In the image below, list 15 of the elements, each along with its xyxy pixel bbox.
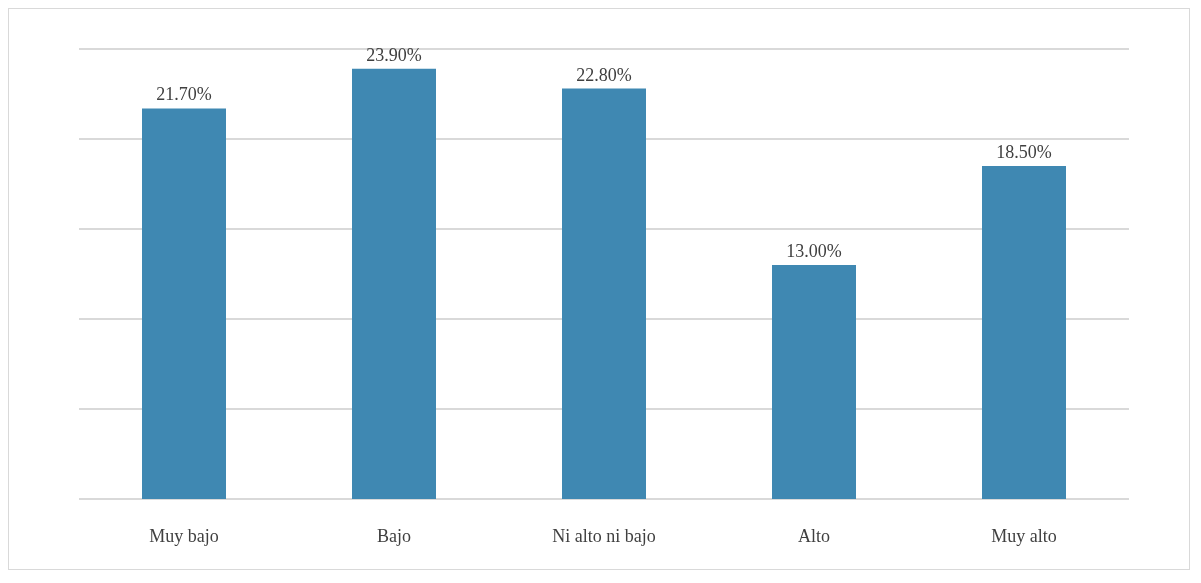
bar [352,68,436,499]
x-tick-label: Ni alto ni bajo [552,526,656,546]
data-label: 22.80% [576,64,632,85]
bar [772,265,856,499]
x-tick-label: Muy bajo [149,526,219,546]
bar [142,108,226,499]
bar [562,88,646,499]
data-label: 18.50% [996,142,1052,162]
x-tick-label: Bajo [377,526,411,546]
data-label: 13.00% [786,241,842,261]
data-label: 23.90% [366,44,422,65]
bar [982,166,1066,499]
data-label: 21.70% [156,84,212,105]
x-tick-label: Alto [797,526,831,546]
x-tick-label: Muy alto [991,526,1057,546]
